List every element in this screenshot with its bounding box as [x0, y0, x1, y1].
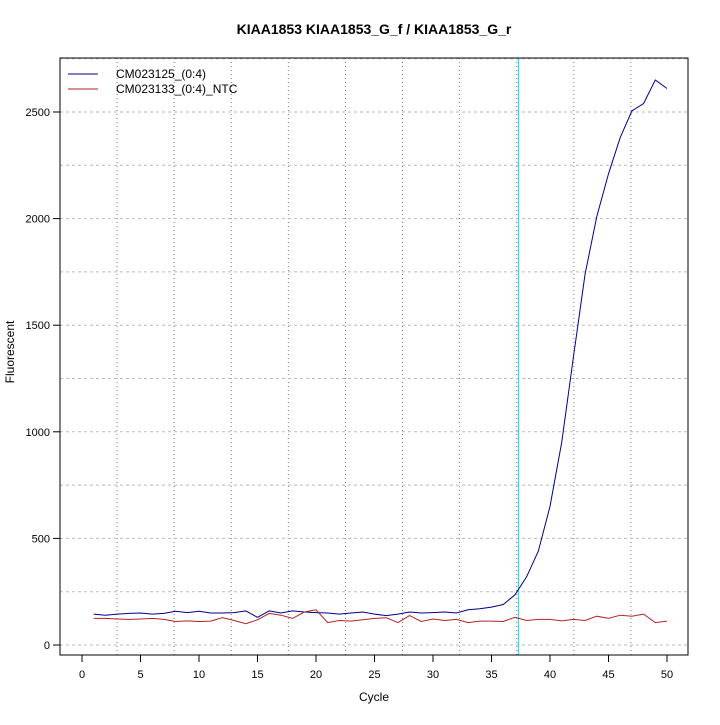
x-tick-label: 15 — [251, 669, 263, 681]
legend: CM023125_(0:4) CM023133_(0:4)_NTC — [68, 67, 238, 96]
x-tick-label: 0 — [79, 669, 85, 681]
x-tick-label: 50 — [661, 669, 673, 681]
x-tick-label: 40 — [544, 669, 556, 681]
x-tick-label: 20 — [310, 669, 322, 681]
x-tick-label: 45 — [602, 669, 614, 681]
grid — [60, 58, 688, 655]
series-line-1 — [93, 609, 668, 625]
x-tick-label: 35 — [485, 669, 497, 681]
x-tick-label: 25 — [368, 669, 380, 681]
y-tick-label: 1000 — [26, 427, 50, 439]
x-tick-label: 10 — [193, 669, 205, 681]
y-tick-label: 2500 — [26, 107, 50, 119]
x-tick-label: 30 — [427, 669, 439, 681]
y-tick-label: 500 — [32, 533, 50, 545]
y-tick-label: 0 — [44, 640, 50, 652]
plot-frame — [59, 57, 689, 656]
plot-marks — [93, 58, 668, 655]
y-tick-label: 1500 — [26, 320, 50, 332]
x-axis-label: Cycle — [359, 690, 389, 704]
legend-label-0: CM023125_(0:4) — [116, 67, 206, 81]
x-tick-label: 5 — [137, 669, 143, 681]
chart-title: KIAA1853 KIAA1853_G_f / KIAA1853_G_r — [237, 21, 512, 37]
y-axis-label: Fluorescent — [3, 320, 17, 383]
legend-label-1: CM023133_(0:4)_NTC — [116, 82, 238, 96]
y-tick-label: 2000 — [26, 214, 50, 226]
series-line-0 — [93, 79, 668, 618]
